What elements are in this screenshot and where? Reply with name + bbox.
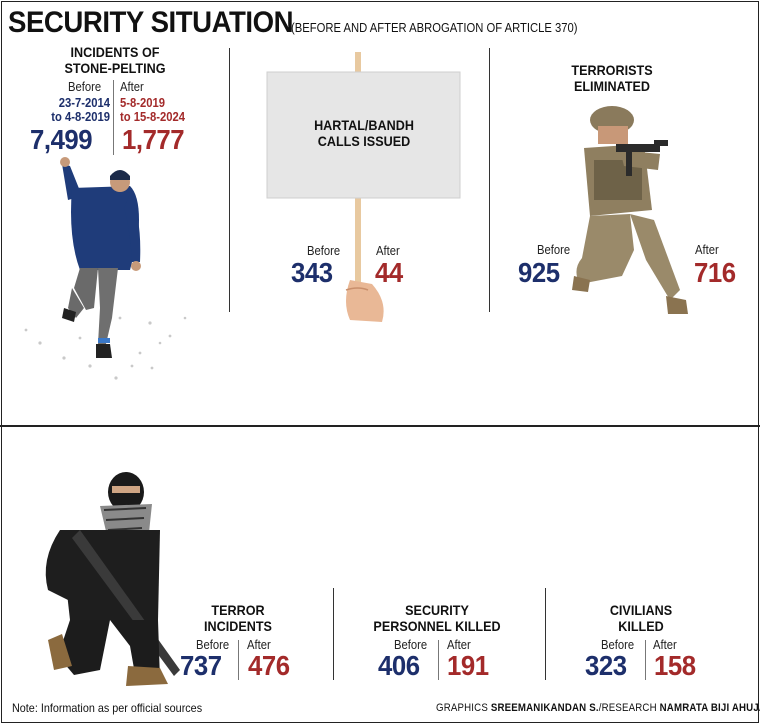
security-personnel-after-value: 191	[447, 650, 489, 681]
soldier-illustration	[572, 106, 688, 314]
security-personnel-before-label: Before	[394, 638, 428, 652]
terrorists-eliminated-after-label: After	[695, 243, 719, 257]
security-personnel-after-label: After	[447, 638, 471, 652]
security-personnel-heading: SECURITY PERSONNEL KILLED	[370, 602, 505, 634]
stone-pelting-tick	[113, 80, 114, 155]
stone-pelting-heading: INCIDENTS OF STONE-PELTING	[48, 44, 183, 76]
stone-pelting-before-dates: 23-7-2014 to 4-8-2019	[38, 96, 110, 124]
stone-pelter-illustration	[24, 157, 187, 380]
credit-name-graphics: SREEMANIKANDAN S.	[490, 702, 599, 714]
hartal-heading-line2: CALLS ISSUED	[317, 133, 411, 149]
stone-pelting-after-label: After	[120, 80, 144, 94]
credit-name-research: NAMRATA BIJI AHUJA	[659, 702, 760, 714]
stone-pelting-heading-line1: INCIDENTS OF	[70, 44, 160, 60]
placard-illustration	[266, 52, 461, 322]
stone-pelting-before-value: 7,499	[30, 124, 93, 155]
terrorists-eliminated-before-label: Before	[537, 243, 571, 257]
hartal-before-value: 343	[291, 257, 333, 288]
hartal-before-label: Before	[307, 244, 341, 258]
civilians-before-label: Before	[601, 638, 635, 652]
column-divider-1	[229, 48, 230, 312]
security-personnel-tick	[438, 640, 439, 680]
credit-line: GRAPHICS SREEMANIKANDAN S./RESEARCH NAMR…	[436, 702, 760, 714]
stone-pelting-after-dates-line2: to 15-8-2024	[120, 110, 186, 124]
hartal-after-value: 44	[375, 257, 403, 288]
security-personnel-heading-line2: PERSONNEL KILLED	[373, 618, 501, 634]
terror-incidents-heading-line1: TERROR	[211, 602, 265, 618]
terror-incidents-before-label: Before	[196, 638, 230, 652]
hartal-heading: HARTAL/BANDH CALLS ISSUED	[297, 117, 432, 149]
ground-stones	[24, 316, 187, 380]
terrorists-eliminated-heading-line1: TERRORISTS	[571, 62, 653, 78]
stone-pelting-after-dates-line1: 5-8-2019	[120, 96, 166, 110]
security-personnel-before-value: 406	[378, 650, 420, 681]
civilians-heading-line2: KILLED	[618, 618, 664, 634]
terror-incidents-after-label: After	[247, 638, 271, 652]
hartal-after-label: After	[376, 244, 400, 258]
civilians-before-value: 323	[585, 650, 627, 681]
civilians-heading-line1: CIVILIANS	[609, 602, 673, 618]
stone-pelting-after-dates: 5-8-2019 to 15-8-2024	[120, 96, 185, 124]
page-title: SECURITY SITUATION	[8, 6, 294, 39]
security-personnel-heading-line1: SECURITY	[405, 602, 469, 618]
terrorists-eliminated-after-value: 716	[694, 257, 736, 288]
stone-pelting-before-dates-line1: 23-7-2014	[58, 96, 110, 110]
terror-incidents-heading: TERROR INCIDENTS	[171, 602, 306, 634]
column-divider-3	[333, 588, 334, 680]
stone-pelting-after-value: 1,777	[122, 124, 185, 155]
terrorists-eliminated-heading: TERRORISTS ELIMINATED	[545, 62, 680, 94]
hartal-heading-line1: HARTAL/BANDH	[314, 117, 414, 133]
terrorists-eliminated-before-value: 925	[518, 257, 560, 288]
civilians-after-value: 158	[654, 650, 696, 681]
section-divider	[0, 425, 760, 427]
column-divider-4	[545, 588, 546, 680]
page-subtitle: (BEFORE AND AFTER ABROGATION OF ARTICLE …	[291, 21, 578, 35]
terror-incidents-before-value: 737	[180, 650, 222, 681]
civilians-tick	[645, 640, 646, 680]
terror-incidents-tick	[238, 640, 239, 680]
source-note: Note: Information as per official source…	[12, 701, 203, 715]
stone-pelting-before-dates-line2: to 4-8-2019	[51, 110, 110, 124]
stone-pelting-before-label: Before	[68, 80, 102, 94]
masked-militant-illustration	[45, 472, 180, 686]
credit-prefix-graphics: GRAPHICS	[436, 702, 491, 714]
column-divider-2	[489, 48, 490, 312]
terror-incidents-after-value: 476	[248, 650, 290, 681]
terror-incidents-heading-line2: INCIDENTS	[204, 618, 272, 634]
civilians-after-label: After	[653, 638, 677, 652]
civilians-heading: CIVILIANS KILLED	[574, 602, 709, 634]
credit-prefix-research: /RESEARCH	[598, 702, 660, 714]
terrorists-eliminated-heading-line2: ELIMINATED	[573, 78, 651, 94]
stone-pelting-heading-line2: STONE-PELTING	[64, 60, 166, 76]
